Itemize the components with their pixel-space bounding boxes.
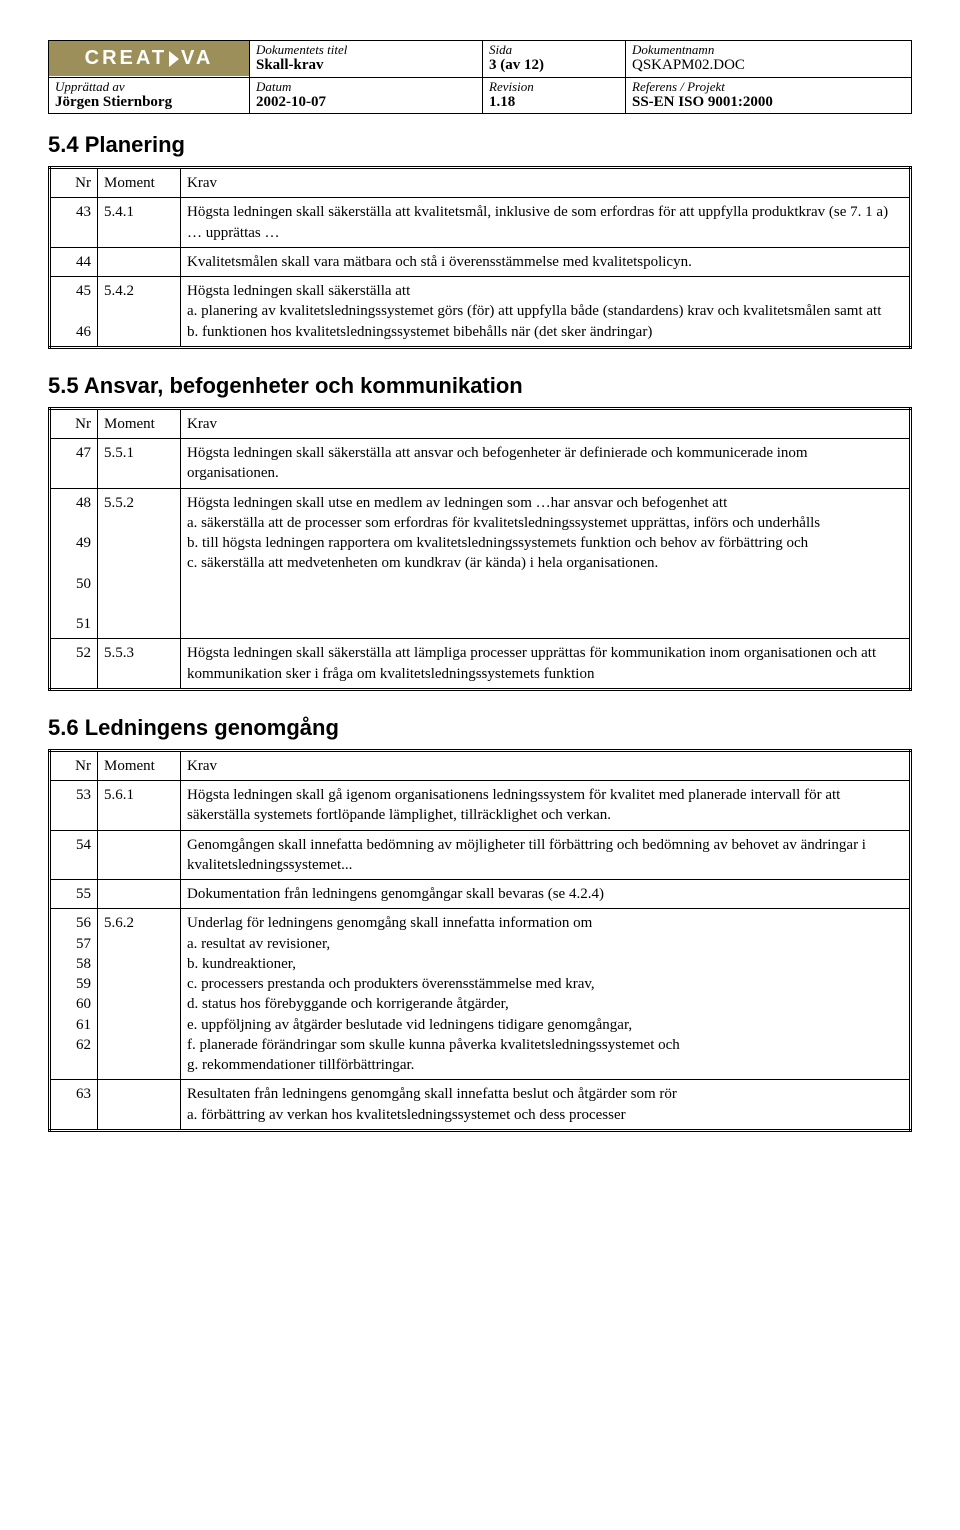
table-row: 44 Kvalitetsmålen skall vara mätbara och…: [50, 247, 911, 276]
cell-moment: 5.5.3: [98, 639, 181, 690]
table-5-4: Nr Moment Krav 43 5.4.1 Högsta ledningen…: [48, 166, 912, 349]
table-header-row: Nr Moment Krav: [50, 408, 911, 438]
hdr-referens-label: Referens / Projekt: [632, 80, 905, 94]
cell-moment: 5.5.2: [98, 488, 181, 639]
cell-krav: Kvalitetsmålen skall vara mätbara och st…: [181, 247, 911, 276]
document-page: CREAT VA Dokumentets titel Skall-krav Si…: [0, 0, 960, 1176]
cell-moment: [98, 880, 181, 909]
hdr-revision-value: 1.18: [489, 94, 619, 111]
hdr-datum-value: 2002-10-07: [256, 94, 476, 111]
cell-krav: Högsta ledningen skall säkerställa att a…: [181, 277, 911, 348]
table-row: 48 49 50 51 5.5.2 Högsta ledningen skall…: [50, 488, 911, 639]
cell-nr: 56 57 58 59 60 61 62: [50, 909, 98, 1080]
logo: CREAT VA: [49, 41, 249, 76]
table-row: 55 Dokumentation från ledningens genomgå…: [50, 880, 911, 909]
cell-moment: 5.5.1: [98, 439, 181, 489]
table-row: 53 5.6.1 Högsta ledningen skall gå igeno…: [50, 781, 911, 831]
col-moment: Moment: [98, 168, 181, 198]
table-row: 54 Genomgången skall innefatta bedömning…: [50, 830, 911, 880]
table-row: 47 5.5.1 Högsta ledningen skall säkerstä…: [50, 439, 911, 489]
logo-accent-icon: [169, 51, 179, 67]
hdr-titel-label: Dokumentets titel: [256, 43, 476, 57]
cell-nr: 43: [50, 198, 98, 248]
cell-krav: Genomgången skall innefatta bedömning av…: [181, 830, 911, 880]
logo-text-left: CREAT: [85, 47, 167, 70]
hdr-dokumentnamn-value: QSKAPM02.DOC: [632, 57, 905, 74]
col-nr: Nr: [50, 408, 98, 438]
hdr-datum: Datum 2002-10-07: [250, 77, 483, 114]
table-header-row: Nr Moment Krav: [50, 750, 911, 780]
cell-nr: 47: [50, 439, 98, 489]
cell-moment: 5.4.1: [98, 198, 181, 248]
hdr-upprattad-value: Jörgen Stiernborg: [55, 94, 243, 111]
hdr-titel-value: Skall-krav: [256, 57, 476, 74]
hdr-titel: Dokumentets titel Skall-krav: [250, 41, 483, 78]
cell-krav: Resultaten från ledningens genomgång ska…: [181, 1080, 911, 1131]
cell-nr: 52: [50, 639, 98, 690]
hdr-upprattad-label: Upprättad av: [55, 80, 243, 94]
cell-moment: [98, 1080, 181, 1131]
hdr-dokumentnamn: Dokumentnamn QSKAPM02.DOC: [626, 41, 912, 78]
cell-moment: 5.6.1: [98, 781, 181, 831]
cell-nr: 53: [50, 781, 98, 831]
cell-krav: Underlag för ledningens genomgång skall …: [181, 909, 911, 1080]
logo-text-right: VA: [181, 47, 213, 70]
cell-krav: Högsta ledningen skall säkerställa att l…: [181, 639, 911, 690]
col-krav: Krav: [181, 408, 911, 438]
hdr-sida: Sida 3 (av 12): [483, 41, 626, 78]
cell-moment: [98, 830, 181, 880]
table-5-6: Nr Moment Krav 53 5.6.1 Högsta ledningen…: [48, 749, 912, 1132]
cell-nr: 63: [50, 1080, 98, 1131]
col-moment: Moment: [98, 750, 181, 780]
cell-nr: 55: [50, 880, 98, 909]
col-moment: Moment: [98, 408, 181, 438]
table-header-row: Nr Moment Krav: [50, 168, 911, 198]
cell-krav: Högsta ledningen skall säkerställa att k…: [181, 198, 911, 248]
hdr-sida-value: 3 (av 12): [489, 57, 619, 74]
hdr-referens-value: SS-EN ISO 9001:2000: [632, 94, 905, 111]
hdr-dokumentnamn-label: Dokumentnamn: [632, 43, 905, 57]
cell-nr: 44: [50, 247, 98, 276]
hdr-upprattad: Upprättad av Jörgen Stiernborg: [49, 77, 250, 114]
cell-moment: [98, 247, 181, 276]
cell-nr: 48 49 50 51: [50, 488, 98, 639]
table-row: 56 57 58 59 60 61 62 5.6.2 Underlag för …: [50, 909, 911, 1080]
col-nr: Nr: [50, 168, 98, 198]
hdr-sida-label: Sida: [489, 43, 619, 57]
section-5-4-title: 5.4 Planering: [48, 132, 912, 158]
cell-krav: Dokumentation från ledningens genomgånga…: [181, 880, 911, 909]
logo-cell: CREAT VA: [49, 41, 250, 78]
cell-krav: Högsta ledningen skall utse en medlem av…: [181, 488, 911, 639]
table-row: 45 46 5.4.2 Högsta ledningen skall säker…: [50, 277, 911, 348]
cell-nr: 54: [50, 830, 98, 880]
cell-krav: Högsta ledningen skall säkerställa att a…: [181, 439, 911, 489]
section-5-5-title: 5.5 Ansvar, befogenheter och kommunikati…: [48, 373, 912, 399]
table-5-5: Nr Moment Krav 47 5.5.1 Högsta ledningen…: [48, 407, 912, 691]
section-5-6-title: 5.6 Ledningens genomgång: [48, 715, 912, 741]
table-row: 43 5.4.1 Högsta ledningen skall säkerstä…: [50, 198, 911, 248]
col-krav: Krav: [181, 168, 911, 198]
cell-krav: Högsta ledningen skall gå igenom organis…: [181, 781, 911, 831]
hdr-referens: Referens / Projekt SS-EN ISO 9001:2000: [626, 77, 912, 114]
table-row: 63 Resultaten från ledningens genomgång …: [50, 1080, 911, 1131]
table-row: 52 5.5.3 Högsta ledningen skall säkerstä…: [50, 639, 911, 690]
cell-moment: 5.6.2: [98, 909, 181, 1080]
col-nr: Nr: [50, 750, 98, 780]
hdr-datum-label: Datum: [256, 80, 476, 94]
cell-nr: 45 46: [50, 277, 98, 348]
document-header-table: CREAT VA Dokumentets titel Skall-krav Si…: [48, 40, 912, 114]
hdr-revision: Revision 1.18: [483, 77, 626, 114]
cell-moment: 5.4.2: [98, 277, 181, 348]
hdr-revision-label: Revision: [489, 80, 619, 94]
col-krav: Krav: [181, 750, 911, 780]
